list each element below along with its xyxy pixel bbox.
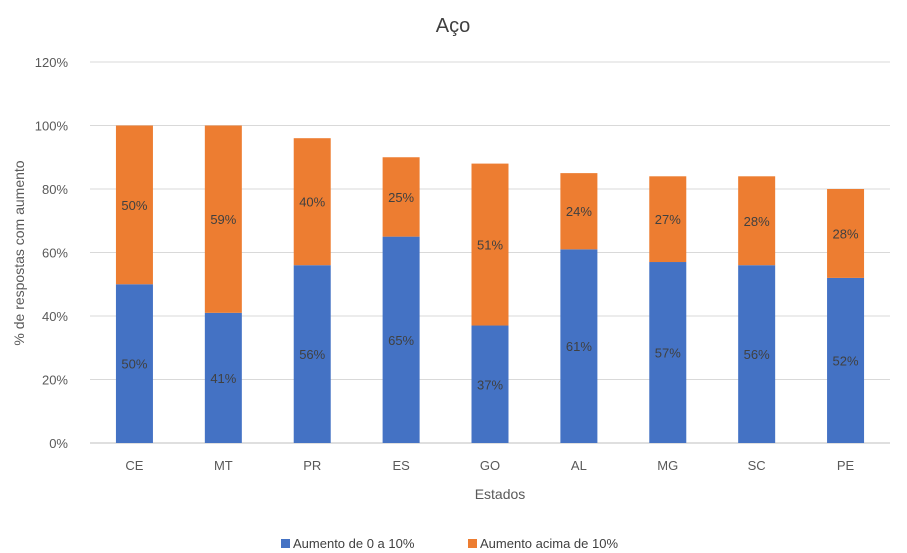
data-label: 27% xyxy=(655,212,681,227)
chart-title: Aço xyxy=(436,15,470,37)
data-label: 52% xyxy=(833,353,859,368)
y-axis-ticks: 0% 20% 40% 60% 80% 100% 120% xyxy=(35,55,69,451)
data-label: 51% xyxy=(477,238,503,253)
data-label: 56% xyxy=(744,347,770,362)
bar-segment-aumento-0-10-mt xyxy=(204,312,242,443)
bar-segment-aumento-acima-10-ce xyxy=(115,125,153,285)
bar-segment-aumento-acima-10-al xyxy=(560,173,598,250)
bar-segment-aumento-0-10-mg xyxy=(649,262,687,443)
bar-segment-aumento-0-10-sc xyxy=(738,265,776,443)
bar-segment-aumento-0-10-go xyxy=(471,325,509,443)
bar-segment-aumento-0-10-pe xyxy=(827,277,865,443)
data-label: 28% xyxy=(744,214,770,229)
x-tick-label: CE xyxy=(125,458,143,473)
y-tick-label: 60% xyxy=(42,246,68,261)
data-label: 65% xyxy=(388,333,414,348)
legend-swatch xyxy=(468,539,477,548)
x-tick-label: MG xyxy=(657,458,678,473)
bar-segment-aumento-acima-10-pr xyxy=(293,138,331,266)
y-axis-label: % de respostas com aumento xyxy=(11,160,27,345)
legend-swatch xyxy=(281,539,290,548)
x-tick-label: GO xyxy=(480,458,500,473)
legend-label: Aumento de 0 a 10% xyxy=(293,536,415,551)
x-tick-label: PE xyxy=(837,458,855,473)
y-tick-label: 40% xyxy=(42,309,68,324)
data-label: 56% xyxy=(299,347,325,362)
data-label: 59% xyxy=(210,212,236,227)
bar-segment-aumento-acima-10-mt xyxy=(204,125,242,313)
x-tick-label: SC xyxy=(748,458,766,473)
data-label: 28% xyxy=(833,226,859,241)
bar-segment-aumento-0-10-es xyxy=(382,236,420,443)
y-tick-label: 0% xyxy=(49,436,68,451)
x-axis-label: Estados xyxy=(475,486,526,502)
bar-segment-aumento-0-10-pr xyxy=(293,265,331,443)
legend-label: Aumento acima de 10% xyxy=(480,536,618,551)
bar-segment-aumento-0-10-al xyxy=(560,249,598,443)
bar-segment-aumento-0-10-ce xyxy=(115,284,153,443)
bar-segment-aumento-acima-10-pe xyxy=(827,189,865,278)
data-label: 24% xyxy=(566,204,592,219)
x-tick-label: PR xyxy=(303,458,321,473)
x-tick-label: AL xyxy=(571,458,587,473)
data-label: 61% xyxy=(566,339,592,354)
x-tick-label: MT xyxy=(214,458,233,473)
data-label: 41% xyxy=(210,371,236,386)
data-label: 50% xyxy=(121,357,147,372)
y-tick-label: 100% xyxy=(35,119,69,134)
y-tick-label: 120% xyxy=(35,55,69,70)
data-label: 50% xyxy=(121,198,147,213)
y-tick-label: 80% xyxy=(42,182,68,197)
legend: Aumento de 0 a 10% Aumento acima de 10% xyxy=(281,536,618,551)
x-tick-label: ES xyxy=(392,458,410,473)
data-label: 25% xyxy=(388,190,414,205)
data-label: 37% xyxy=(477,377,503,392)
data-label: 40% xyxy=(299,195,325,210)
bar-segment-aumento-acima-10-go xyxy=(471,163,509,326)
bar-segment-aumento-acima-10-sc xyxy=(738,176,776,266)
data-label: 57% xyxy=(655,346,681,361)
bars: 50% 50% 41% 59% 56% 40% 65% 25% 37% 51% 61% 24% 57% 2… xyxy=(115,125,865,443)
x-axis-ticks: CE MT PR ES GO AL MG SC PE xyxy=(125,458,854,473)
y-tick-label: 20% xyxy=(42,373,68,388)
bar-segment-aumento-acima-10-es xyxy=(382,157,420,237)
bar-segment-aumento-acima-10-mg xyxy=(649,176,687,263)
